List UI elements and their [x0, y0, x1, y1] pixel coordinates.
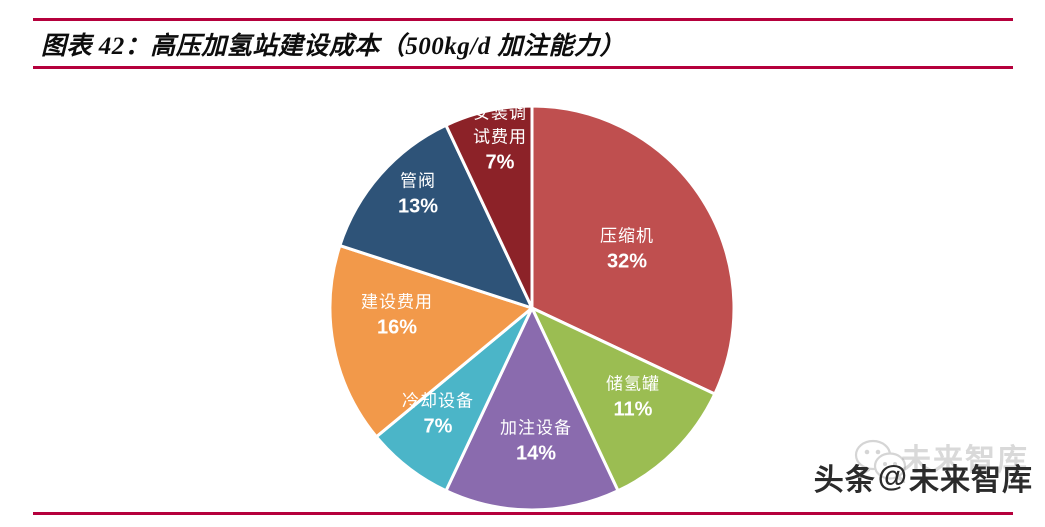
pie-slice-label-name: 试费用: [473, 127, 527, 146]
header-bottom-rule: [33, 66, 1013, 69]
pie-slice-label-value: 13%: [398, 195, 438, 217]
pie-slice[interactable]: [530, 306, 717, 493]
pie-slice-label-value: 16%: [377, 316, 417, 338]
pie-slice-label-value: 14%: [516, 442, 556, 464]
pie-slice-label: 加注设备 14%: [500, 418, 572, 464]
pie-slice[interactable]: [530, 104, 736, 396]
pie-slice-label-value: 7%: [424, 415, 453, 437]
pie-slice-label-name: 压缩机: [600, 226, 654, 245]
pie-slice[interactable]: [328, 244, 534, 439]
watermark-platform-label: 头条: [813, 464, 876, 497]
pie-chart: 压缩机 32% 储氢罐 11% 加注设备 14% 冷却设备 7% 建设费用 16% 管阀 13% 安装调…: [328, 103, 736, 511]
pie-slices-group: [328, 104, 736, 511]
watermark-ghost-text: 未来智库: [901, 444, 1029, 477]
watermark-account-name: 未来智库: [909, 464, 1033, 497]
pie-slice[interactable]: [444, 306, 620, 511]
pie-slice-label-value: 11%: [614, 398, 653, 420]
pie-slice[interactable]: [444, 104, 534, 310]
pie-slice-label: 冷却设备 7%: [402, 391, 474, 437]
pie-slice-label-name: 安装调: [473, 103, 527, 122]
pie-slice-label-name: 冷却设备: [402, 391, 474, 410]
header-top-rule: [33, 18, 1013, 21]
pie-slice-label-name: 管阀: [400, 171, 436, 190]
pie-slice-label: 建设费用 16%: [361, 292, 433, 338]
pie-slice-label-name: 建设费用: [361, 292, 433, 311]
pie-slice-label-name: 储氢罐: [606, 374, 660, 393]
pie-labels-group: 压缩机 32% 储氢罐 11% 加注设备 14% 冷却设备 7% 建设费用 16% 管阀 13% 安装调…: [361, 103, 660, 464]
pie-chart-container: 压缩机 32% 储氢罐 11% 加注设备 14% 冷却设备 7% 建设费用 16% 管阀 13% 安装调…: [0, 88, 1045, 511]
watermark-main-text: 头条 @ 未来智库: [814, 455, 1033, 499]
pie-slice-label-name: 加注设备: [500, 418, 572, 437]
wechat-bubbles-icon: [854, 439, 907, 483]
watermark: 未来智库 头条 @ 未来智库: [807, 425, 1037, 505]
watermark-at-symbol: @: [877, 460, 907, 493]
page-title: 图表 42：高压加氢站建设成本（500kg/d 加注能力）: [41, 32, 625, 60]
pie-slice-label: 储氢罐 11%: [606, 374, 660, 420]
pie-slice-label-value: 7%: [486, 151, 515, 173]
footer-rule: [33, 512, 1013, 515]
chart-header: 图表 42：高压加氢站建设成本（500kg/d 加注能力）: [33, 18, 1013, 69]
pie-slice-label-value: 32%: [607, 250, 647, 272]
pie-slice[interactable]: [338, 123, 534, 310]
pie-slice-label: 压缩机 32%: [600, 226, 654, 272]
title-row: 图表 42：高压加氢站建设成本（500kg/d 加注能力）: [33, 21, 1013, 66]
pie-slice-label: 管阀 13%: [398, 171, 438, 217]
